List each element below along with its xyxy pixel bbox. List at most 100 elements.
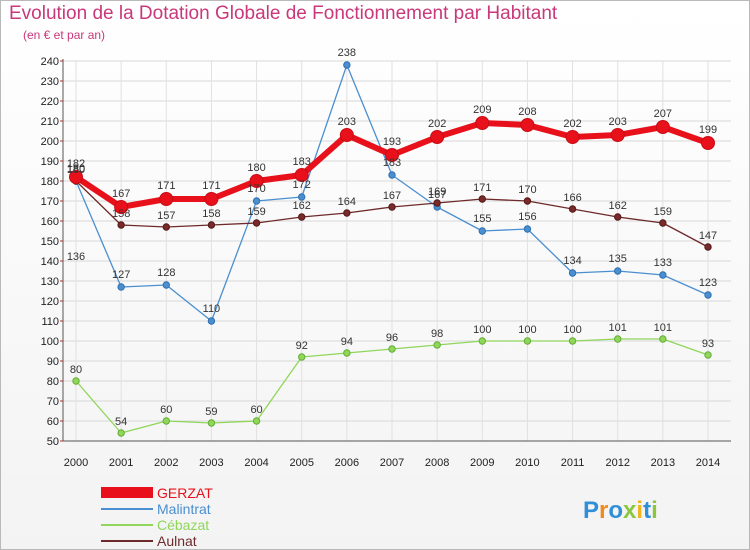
data-point [523,225,532,233]
legend-label: Aulnat [157,533,197,549]
data-label: 180 [247,162,265,174]
data-point [520,118,535,132]
data-label: 180 [67,163,85,175]
data-label: 169 [428,186,446,198]
legend-label: Cébazat [157,517,209,533]
data-label: 100 [473,324,491,336]
data-point [523,197,532,205]
logo-letter: P [583,497,599,524]
data-label: 159 [247,206,265,218]
x-tick-label: 2000 [64,457,88,469]
data-point [343,349,351,357]
data-label: 60 [160,404,172,416]
data-label: 155 [473,213,491,225]
series-layer [69,61,715,437]
data-label: 162 [293,200,311,212]
y-tick-label: 50 [47,436,59,448]
logo-letter: x [623,497,637,524]
data-point [478,337,486,345]
data-point [701,136,715,150]
data-label: 96 [386,332,398,344]
x-tick-label: 2008 [425,457,449,469]
data-point [659,271,667,279]
x-tick-label: 2004 [244,457,268,469]
data-label: 202 [428,118,446,130]
x-tick-label: 2001 [109,457,133,469]
data-label: 93 [702,338,714,350]
y-tick-label: 230 [41,76,59,88]
logo-letter: r [599,497,608,524]
proxiti-logo: Proxiti [583,497,658,524]
data-label: 59 [205,406,217,418]
data-point [614,335,622,343]
legend-swatch [101,487,153,498]
y-tick-label: 190 [41,156,59,168]
data-point [72,377,80,385]
y-tick-label: 60 [47,416,59,428]
logo-letter: i [636,497,643,524]
data-label: 171 [202,180,220,192]
data-point [117,429,125,437]
data-label: 203 [609,116,627,128]
x-tick-label: 2002 [154,457,178,469]
data-point [523,337,532,345]
data-point [114,200,129,214]
x-tick-label: 2010 [515,457,539,469]
logo-letter: o [608,497,623,524]
data-label: 136 [67,251,85,263]
data-point [249,174,264,188]
data-label: 199 [699,124,717,136]
data-label: 167 [383,190,401,202]
data-label: 98 [431,328,443,340]
data-point [252,197,261,205]
data-label: 80 [70,364,82,376]
data-label: 170 [518,184,536,196]
x-tick-label: 2007 [380,457,404,469]
data-label: 171 [157,180,175,192]
x-tick-label: 2013 [651,457,675,469]
data-label: 123 [699,277,717,289]
data-point [207,317,216,325]
data-label: 207 [654,108,672,120]
data-point [478,195,486,203]
data-label: 170 [247,183,265,195]
y-tick-label: 70 [47,396,59,408]
legend-label: GERZAT [157,485,213,501]
data-label: 182 [67,158,85,170]
x-tick-label: 2011 [561,457,585,469]
data-label: 159 [654,206,672,218]
y-tick-label: 120 [41,296,59,308]
data-point [343,209,351,217]
data-label: 92 [296,340,308,352]
data-label: 164 [338,196,356,208]
data-label: 202 [563,118,581,130]
data-point [343,61,351,69]
data-label: 134 [563,255,581,267]
data-point [388,203,396,211]
data-label: 238 [338,47,356,59]
data-point [475,116,490,130]
data-label: 203 [338,116,356,128]
chart-subtitle: (en € et par an) [23,28,106,42]
y-tick-label: 160 [41,216,59,228]
data-label: 167 [112,188,130,200]
data-point [252,417,261,425]
data-point [388,171,396,179]
data-point [478,227,486,235]
x-tick-label: 2014 [696,457,720,469]
data-point [704,243,712,251]
data-point [568,269,577,277]
data-point [433,341,441,349]
data-point [704,291,712,299]
data-label: 127 [112,269,130,281]
data-label: 183 [383,157,401,169]
data-label: 167 [428,189,446,201]
x-tick-label: 2006 [335,457,359,469]
data-point [117,283,125,291]
data-label: 162 [609,200,627,212]
data-label: 158 [112,208,130,220]
data-point [614,213,622,221]
data-point [430,130,445,144]
data-label: 183 [293,156,311,168]
data-label: 100 [518,324,536,336]
